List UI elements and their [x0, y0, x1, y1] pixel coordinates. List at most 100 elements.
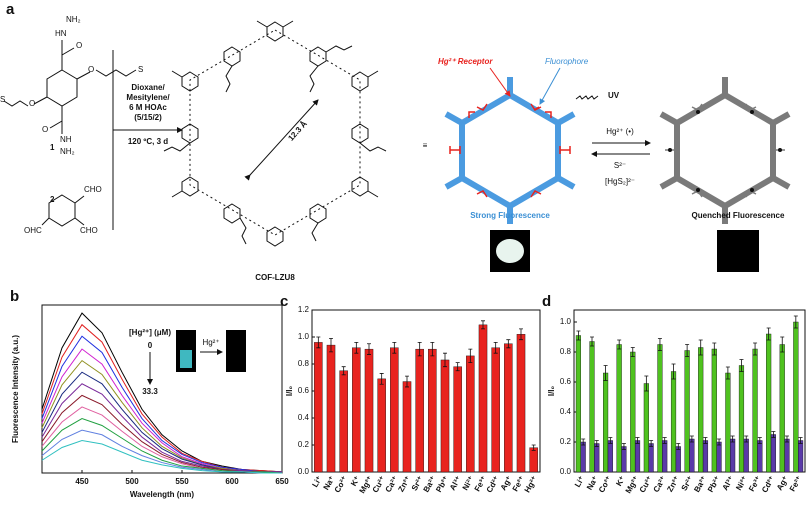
y-tick-label: 0.0 [560, 467, 572, 476]
condition: Mesitylene/ [126, 93, 170, 102]
bar [657, 344, 663, 473]
bar [314, 342, 323, 473]
panel-label: b [10, 288, 19, 305]
receptor-label: Hg²⁺ Receptor [438, 57, 493, 66]
atom: CHO [84, 185, 102, 194]
error-bar [744, 435, 749, 443]
x-tick-label: Ca²⁺ [384, 475, 400, 494]
error-bar [329, 337, 333, 353]
x-tick-label: 500 [125, 477, 139, 486]
bar [453, 366, 462, 473]
atom: NH₂ [66, 15, 81, 24]
x-tick-label: Ca²⁺ [652, 475, 668, 494]
bar [607, 440, 613, 473]
x-tick-label: Cd²⁺ [485, 475, 502, 495]
bar [594, 443, 600, 473]
pore-arrow [244, 99, 319, 181]
y-tick-label: 0.6 [560, 377, 572, 386]
bar [702, 440, 709, 473]
bar [364, 348, 374, 473]
x-tick-label: Co²⁺ [597, 475, 614, 495]
error-bar [430, 342, 435, 357]
bar [793, 321, 799, 473]
y-tick-label: 0.6 [298, 386, 310, 395]
x-tick-label: Cu²⁺ [371, 475, 388, 495]
y-axis-label: Fluorescence Intensity (a.u.) [11, 335, 20, 443]
monomer-2 [41, 194, 85, 227]
bar [766, 333, 772, 473]
error-bar [603, 365, 608, 381]
x-tick-label: Zn²⁺ [396, 475, 412, 494]
plot-frame [41, 304, 283, 474]
x-tick-label: Al³⁺ [448, 475, 463, 492]
bar [770, 434, 776, 473]
x-tick-label: K⁺ [614, 475, 627, 488]
error-bar [676, 443, 681, 450]
bar [634, 440, 641, 473]
error-bar [594, 440, 599, 447]
error-bar [630, 347, 635, 357]
bar [757, 440, 763, 473]
error-bar [644, 375, 649, 392]
bar [428, 348, 437, 473]
panel-label: d [542, 293, 551, 310]
x-tick-label: Mg²⁺ [624, 475, 641, 495]
inset-reagent: Hg²⁺ [202, 338, 219, 347]
x-tick-label: Hg²⁺ [523, 475, 540, 495]
error-bar [519, 328, 523, 341]
error-bar [379, 373, 384, 385]
condition: (5/15/2) [134, 113, 162, 122]
inset-start: 0 [148, 341, 153, 350]
temperature: 120 ºC, 3 d [128, 137, 168, 146]
y-axis-label: I/I₀ [547, 385, 556, 396]
error-bar [753, 342, 758, 356]
x-tick-label: Al³⁺ [721, 475, 736, 492]
error-bar [712, 342, 717, 356]
error-bar [780, 336, 785, 353]
atom: O [88, 65, 94, 74]
atom: OHC [24, 226, 42, 235]
bar [711, 348, 717, 473]
error-bar [531, 444, 536, 451]
bar [603, 372, 609, 473]
atom: NH₂ [60, 147, 75, 156]
atom: HN [55, 29, 67, 38]
compound-number: 2 [50, 195, 55, 204]
cof-structure [163, 20, 387, 247]
bar [390, 347, 399, 473]
atom: O [42, 125, 48, 134]
bar [504, 343, 513, 473]
panel-label: a [6, 1, 15, 18]
x-tick-label: Mg²⁺ [358, 475, 375, 495]
x-tick-label: Ba²⁺ [692, 475, 708, 494]
bar [339, 370, 348, 473]
fluorophore-pointer [539, 67, 561, 105]
x-tick-label: 550 [175, 477, 189, 486]
error-bar [608, 437, 613, 444]
panel-label: c [280, 293, 288, 310]
error-bar [576, 330, 581, 341]
bar [752, 348, 758, 473]
error-bar [468, 348, 473, 364]
error-bar [671, 363, 676, 380]
x-tick-label: Co²⁺ [333, 475, 350, 495]
error-bar [617, 339, 622, 350]
x-tick-label: Cu²⁺ [638, 475, 655, 495]
error-bar [316, 336, 321, 349]
condition: 6 M HOAc [129, 103, 167, 112]
error-bar [662, 437, 667, 444]
bar [491, 347, 500, 473]
photo-glow [496, 239, 524, 263]
y-tick-label: 1.0 [298, 332, 310, 341]
error-bar [698, 339, 703, 356]
bar [589, 341, 595, 473]
inset-end: 33.3 [142, 387, 158, 396]
error-bar [657, 338, 662, 351]
bar [402, 381, 412, 473]
bar [440, 359, 450, 473]
forward-label: Hg²⁺ (•) [606, 127, 634, 136]
y-tick-label: 1.2 [298, 305, 310, 314]
condition: Dioxane/ [131, 83, 165, 92]
bar [784, 438, 790, 473]
atom: S [138, 65, 143, 74]
